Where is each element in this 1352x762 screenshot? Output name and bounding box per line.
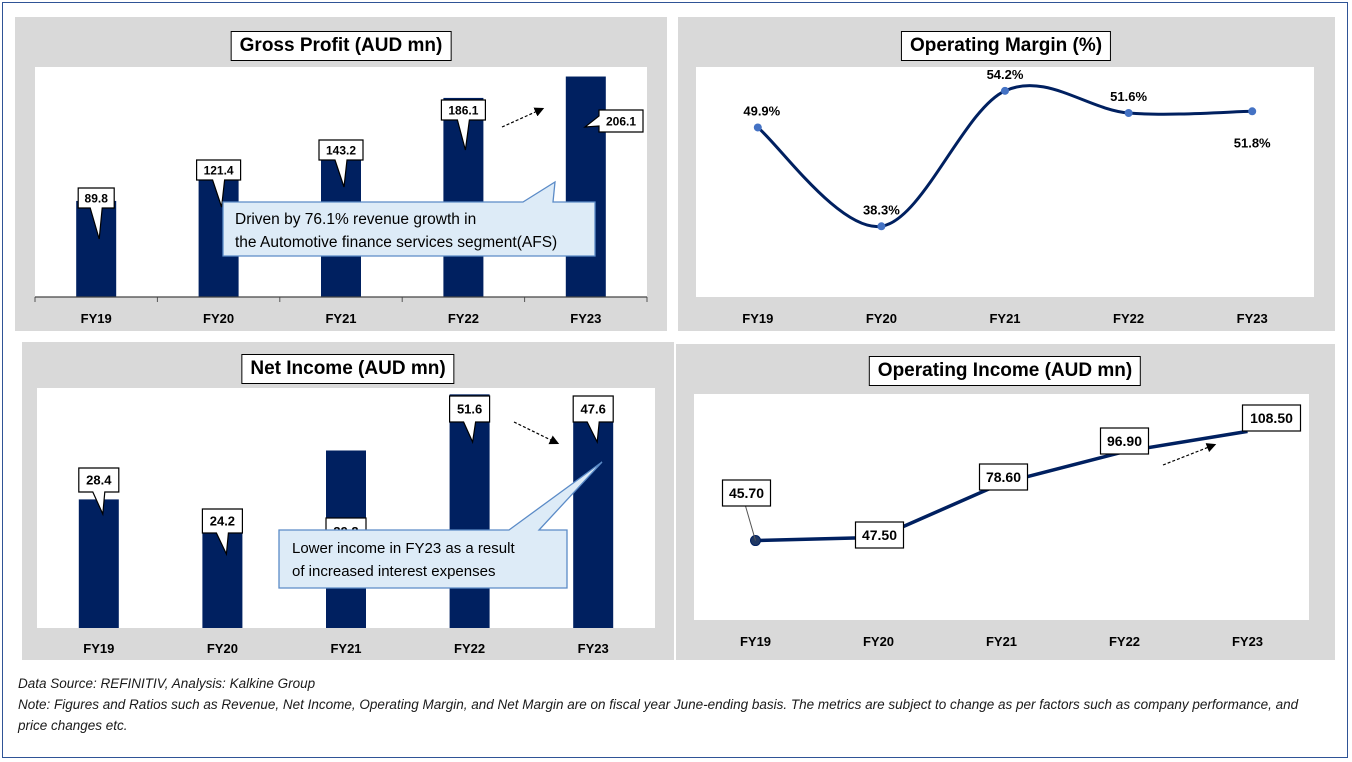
annotation-box xyxy=(278,461,603,589)
data-label: 28.4 xyxy=(86,473,112,488)
data-label: 38.3% xyxy=(863,202,900,217)
chart-title: Gross Profit (AUD mn) xyxy=(230,31,452,61)
x-tick-label: FY20 xyxy=(866,311,897,326)
annotation-text-line: Driven by 76.1% revenue growth in xyxy=(235,211,476,228)
data-label: 121.4 xyxy=(204,163,234,177)
x-tick-label: FY19 xyxy=(83,641,114,656)
data-label: 108.50 xyxy=(1250,410,1293,426)
plot-area xyxy=(696,67,1314,297)
operating-margin-chart: 49.9% FY19 38.3% FY20 54.2% FY21 51.6% FY22 51.8… xyxy=(696,67,1314,326)
data-label-box xyxy=(318,139,364,188)
x-tick-label: FY22 xyxy=(1109,634,1140,649)
data-label-box xyxy=(1241,404,1302,432)
data-label-box xyxy=(440,99,486,151)
data-label: 47.50 xyxy=(862,527,897,543)
x-tick-label: FY22 xyxy=(448,311,479,326)
data-label: 45.70 xyxy=(729,485,764,501)
data-point xyxy=(1248,107,1257,116)
x-tick-label: FY21 xyxy=(325,311,356,326)
annotation-text-line: the Automotive finance services segment(… xyxy=(235,234,557,251)
chart-title: Operating Margin (%) xyxy=(900,31,1112,61)
x-tick-label: FY23 xyxy=(578,641,609,656)
data-label: 47.6 xyxy=(581,402,606,417)
bar xyxy=(78,499,119,628)
data-label-box xyxy=(583,109,644,133)
operating-margin-panel: 49.9% FY19 38.3% FY20 54.2% FY21 51.6% FY22 51.8… xyxy=(678,17,1335,331)
x-tick-label: FY20 xyxy=(863,634,894,649)
trend-arrow xyxy=(1162,443,1217,466)
data-label-box xyxy=(854,521,905,549)
x-tick-label: FY20 xyxy=(203,311,234,326)
data-point xyxy=(1001,86,1009,95)
series-line xyxy=(756,84,1253,228)
annotation-text-line: of increased interest expenses xyxy=(292,563,495,580)
data-label: 206.1 xyxy=(606,115,636,129)
data-label: 51.6% xyxy=(1110,89,1147,104)
data-label: 96.90 xyxy=(1107,433,1142,449)
data-label-box xyxy=(77,187,115,240)
data-label-box xyxy=(1099,427,1150,455)
x-tick-label: FY23 xyxy=(1232,634,1263,649)
data-label-box xyxy=(572,395,614,445)
net-income-chart: FY19FY20FY21FY22FY2328.424.239.251.647.6… xyxy=(37,388,655,656)
bar xyxy=(573,412,614,628)
data-point xyxy=(877,222,886,231)
trend-arrow xyxy=(501,107,545,128)
operating-income-chart: FY19 FY20 FY21 FY22 FY23 45.70 47.50 78.60 96.90… xyxy=(694,394,1309,649)
gross-profit-panel: FY19 FY20 FY21 FY22 FY23 89.8 121.4 143.2 186.1 2… xyxy=(15,17,667,331)
chart-title: Operating Income (AUD mn) xyxy=(868,356,1142,386)
chart-title: Net Income (AUD mn) xyxy=(241,354,455,384)
x-tick-label: FY21 xyxy=(989,311,1020,326)
annotation-box xyxy=(222,180,596,257)
data-label-box xyxy=(201,508,243,557)
data-label-box xyxy=(978,463,1029,491)
x-tick-label: FY23 xyxy=(570,311,601,326)
x-tick-label: FY20 xyxy=(207,641,238,656)
x-tick-label: FY23 xyxy=(1237,311,1268,326)
plot-area xyxy=(694,394,1309,620)
footnote: Note: Figures and Ratios such as Revenue… xyxy=(18,697,1299,733)
operating-income-panel: FY19 FY20 FY21 FY22 FY23 45.70 47.50 78.60 96.90… xyxy=(676,344,1335,660)
data-source: Data Source: REFINITIV, Analysis: Kalkin… xyxy=(18,676,316,691)
data-label: 186.1 xyxy=(448,103,478,117)
data-label: 143.2 xyxy=(326,143,356,157)
trend-arrow xyxy=(513,421,560,445)
data-label-box xyxy=(721,479,772,507)
data-label: 24.2 xyxy=(210,514,235,529)
data-point xyxy=(753,123,762,132)
gross-profit-chart: FY19 FY20 FY21 FY22 FY23 89.8 121.4 143.2 186.1 2… xyxy=(34,67,648,326)
x-tick-label: FY19 xyxy=(740,634,771,649)
data-label-box xyxy=(196,159,242,208)
x-tick-label: FY21 xyxy=(330,641,361,656)
data-label: 51.6 xyxy=(457,402,482,417)
net-income-panel: FY19FY20FY21FY22FY2328.424.239.251.647.6… xyxy=(22,342,674,660)
data-label: 51.8% xyxy=(1234,135,1271,150)
x-tick-label: FY22 xyxy=(1113,311,1144,326)
data-label: 78.60 xyxy=(986,469,1021,485)
x-tick-label: FY19 xyxy=(81,311,112,326)
data-label-box xyxy=(78,467,120,517)
data-point xyxy=(1124,109,1133,117)
x-tick-label: FY22 xyxy=(454,641,485,656)
data-label: 49.9% xyxy=(743,103,780,118)
data-label-box xyxy=(449,395,491,445)
annotation-text-line: Lower income in FY23 as a result xyxy=(292,540,515,557)
x-tick-label: FY21 xyxy=(986,634,1017,649)
x-tick-label: FY19 xyxy=(742,311,773,326)
label-leader xyxy=(745,505,756,541)
data-label: 89.8 xyxy=(85,191,109,205)
data-label: 54.2% xyxy=(987,67,1024,82)
